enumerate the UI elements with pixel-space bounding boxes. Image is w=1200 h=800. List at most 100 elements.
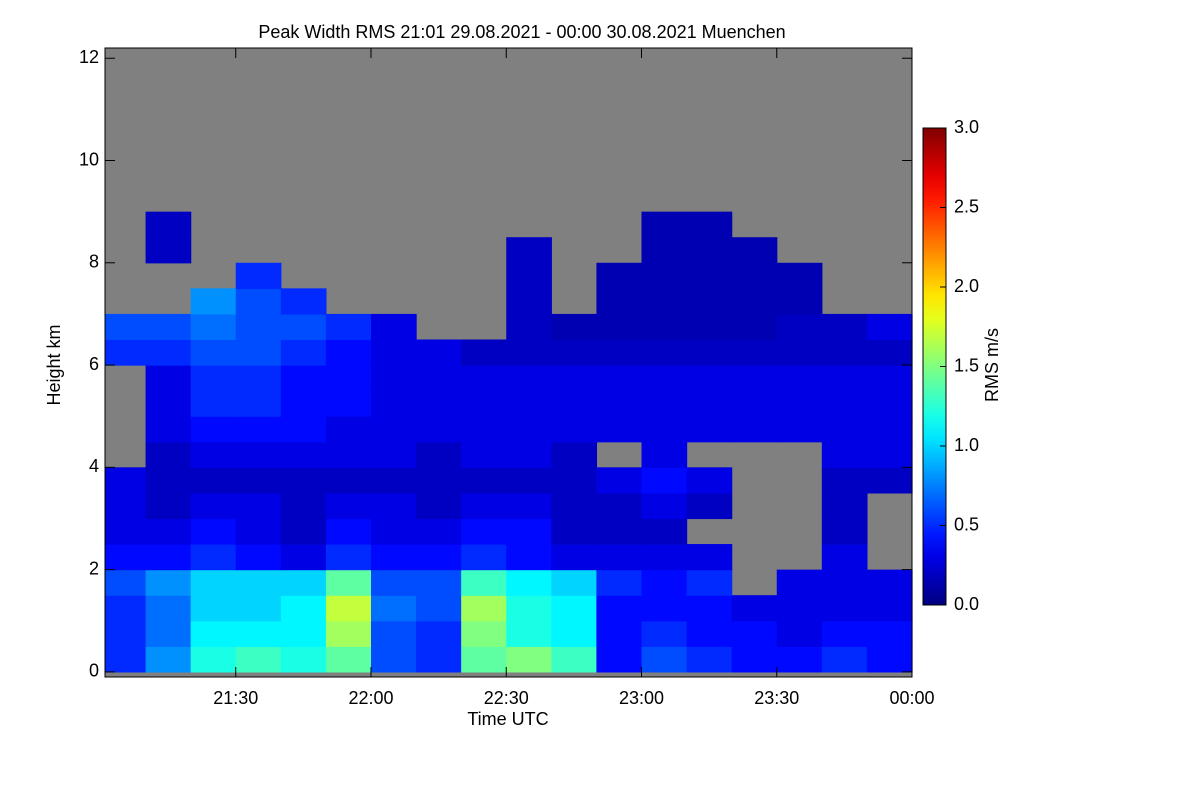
heatmap-cell [235, 313, 282, 341]
heatmap-cell [731, 390, 778, 417]
heatmap-cell [280, 467, 327, 494]
heatmap-cell [866, 569, 913, 596]
heatmap-cell [370, 467, 417, 494]
heatmap-cell [551, 313, 598, 341]
heatmap-cell [461, 441, 507, 468]
heatmap-cell [551, 467, 598, 494]
heatmap-cell [235, 416, 282, 443]
heatmap-cell [866, 595, 913, 622]
heatmap-cell [235, 390, 282, 417]
heatmap-cell [551, 441, 598, 468]
heatmap-cell [190, 339, 237, 366]
heatmap-cell [686, 492, 733, 520]
heatmap-cell [416, 595, 462, 622]
heatmap-cell [641, 620, 688, 647]
heatmap-cell [821, 492, 868, 520]
heatmap-cell [686, 339, 733, 366]
heatmap-cell [105, 313, 147, 341]
y-tick-label: 10 [79, 149, 99, 169]
heatmap-cell [416, 441, 462, 468]
heatmap-cell [551, 569, 598, 596]
heatmap-cell [145, 416, 192, 443]
heatmap-cell [866, 416, 913, 443]
heatmap-cell [821, 416, 868, 443]
heatmap-cell [190, 441, 237, 468]
heatmap-cell [821, 544, 868, 571]
heatmap-cell [190, 416, 237, 443]
heatmap-cell [866, 620, 913, 647]
heatmap-cell [506, 544, 552, 571]
heatmap-cell [461, 646, 507, 673]
heatmap-cell [821, 518, 868, 545]
heatmap-cell [731, 595, 778, 622]
heatmap-cell [235, 467, 282, 494]
heatmap-cell [596, 313, 643, 341]
heatmap-cell [145, 390, 192, 417]
heatmap-cell [551, 339, 598, 366]
heatmap-cell [461, 518, 507, 545]
heatmap-cell [370, 390, 417, 417]
heatmap-cell [686, 467, 733, 494]
heatmap-cell [370, 646, 417, 673]
heatmap-cell [235, 492, 282, 520]
heatmap-cell [731, 237, 778, 264]
x-axis-label: Time UTC [467, 709, 548, 729]
heatmap-cell [776, 288, 823, 315]
heatmap-cell [325, 390, 372, 417]
heatmap-cell [506, 237, 552, 264]
heatmap-cell [776, 339, 823, 366]
heatmap-cell [325, 416, 372, 443]
heatmap-cell [325, 339, 372, 366]
heatmap-cell [506, 313, 552, 341]
heatmap-cell [105, 620, 147, 647]
heatmap-cell [551, 646, 598, 673]
heatmap-cell [641, 646, 688, 673]
heatmap-cell [641, 467, 688, 494]
heatmap-cell [145, 365, 192, 392]
heatmap-cell [190, 390, 237, 417]
heatmap-cell [821, 390, 868, 417]
heatmap-cell [686, 595, 733, 622]
heatmap-cell [596, 390, 643, 417]
heatmap-cell [506, 288, 552, 315]
heatmap-cell [190, 620, 237, 647]
heatmap-cell [370, 620, 417, 647]
heatmap-cell [370, 339, 417, 366]
heatmap-cell [280, 518, 327, 545]
heatmap-cell [821, 339, 868, 366]
heatmap-cell [506, 467, 552, 494]
x-tick-label: 22:30 [484, 688, 529, 708]
colorbar-tick-label: 0.5 [954, 514, 979, 534]
heatmap-cell [686, 544, 733, 571]
heatmap-cell [416, 492, 462, 520]
x-tick-label: 00:00 [889, 688, 934, 708]
heatmap-cell [866, 390, 913, 417]
heatmap-cell [105, 569, 147, 596]
heatmap-cell [731, 288, 778, 315]
heatmap-cell [325, 441, 372, 468]
heatmap-cell [105, 518, 147, 545]
heatmap-cell [686, 313, 733, 341]
heatmap-cell [235, 441, 282, 468]
heatmap-cell [190, 492, 237, 520]
heatmap-cell [551, 544, 598, 571]
colorbar-tick-label: 2.5 [954, 196, 979, 216]
heatmap-cell [731, 365, 778, 392]
heatmap-cell [461, 416, 507, 443]
heatmap-cell [506, 339, 552, 366]
x-tick-label: 22:00 [348, 688, 393, 708]
heatmap-cell [145, 569, 192, 596]
heatmap-cell [686, 262, 733, 289]
heatmap-cell [145, 211, 192, 238]
heatmap-cell [280, 339, 327, 366]
heatmap-cell [280, 365, 327, 392]
heatmap-cell [776, 262, 823, 289]
heatmap-cell [416, 365, 462, 392]
heatmap-cell [821, 595, 868, 622]
chart-title: Peak Width RMS 21:01 29.08.2021 - 00:00 … [258, 22, 785, 42]
heatmap-cell [506, 518, 552, 545]
heatmap-cell [821, 313, 868, 341]
heatmap-cell [461, 620, 507, 647]
heatmap-cell [325, 595, 372, 622]
heatmap-cell [596, 416, 643, 443]
